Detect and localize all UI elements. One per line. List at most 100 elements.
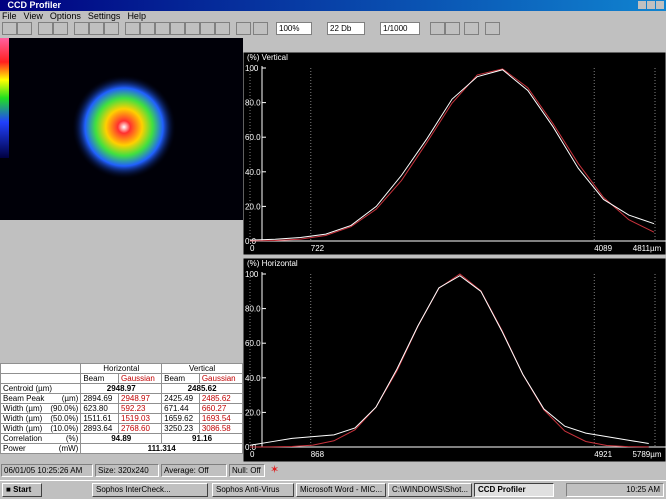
cell: 1511.61 xyxy=(81,414,119,424)
row-unit: (mW) xyxy=(59,444,79,453)
status-field: Null: Off xyxy=(229,464,265,477)
cell: 3086.58 xyxy=(199,424,242,434)
row-label: Width (µm) xyxy=(3,414,42,423)
zoom-select[interactable]: 100% xyxy=(276,22,312,35)
y-tick-label: 80.0 xyxy=(245,99,261,108)
cell: 2425.49 xyxy=(162,394,200,404)
y-tick-label: 40.0 xyxy=(245,168,261,177)
cell: 592.23 xyxy=(119,404,162,414)
plot-panel xyxy=(243,52,666,255)
x-tick-label: 722 xyxy=(311,244,325,253)
clock: 10:25 AM xyxy=(626,485,660,494)
tool-button[interactable] xyxy=(445,22,460,35)
tool-button[interactable] xyxy=(53,22,68,35)
tool-button[interactable] xyxy=(74,22,89,35)
tool-button[interactable] xyxy=(215,22,230,35)
menu-item[interactable]: View xyxy=(24,11,43,21)
menu-item[interactable]: Options xyxy=(50,11,81,21)
cell: 2485.62 xyxy=(162,384,243,394)
cell: 2948.97 xyxy=(81,384,162,394)
row-label: Power xyxy=(3,444,26,453)
tool-button[interactable] xyxy=(253,22,268,35)
menu-item[interactable]: File xyxy=(2,11,17,21)
window-title: CCD Profiler xyxy=(8,0,62,10)
row-label: Width (µm) xyxy=(3,424,42,433)
row-label: Width (µm) xyxy=(3,404,42,413)
row-unit: (%) xyxy=(66,434,78,443)
tool-button[interactable] xyxy=(38,22,53,35)
tool-button[interactable] xyxy=(464,22,479,35)
start-label: Start xyxy=(13,485,31,494)
start-button[interactable]: ■ Start xyxy=(2,483,42,497)
menu-bar: File View Options Settings Help xyxy=(2,11,153,21)
x-tick-label: 0 xyxy=(250,450,255,459)
tool-button[interactable] xyxy=(104,22,119,35)
tool-button[interactable] xyxy=(170,22,185,35)
x-tick-label: 0 xyxy=(250,244,255,253)
tool-button[interactable] xyxy=(155,22,170,35)
cell: 2768.60 xyxy=(119,424,162,434)
task-button[interactable]: Sophos InterCheck... xyxy=(92,483,208,497)
cell: 1693.54 xyxy=(199,414,242,424)
x-tick-label: 5789µm xyxy=(632,450,661,459)
plot-title: (%) Horizontal xyxy=(247,259,298,268)
cell: 2948.97 xyxy=(119,394,162,404)
tool-button[interactable] xyxy=(236,22,251,35)
row-label: Centroid xyxy=(3,384,33,393)
tool-button[interactable] xyxy=(185,22,200,35)
row-unit: (10.0%) xyxy=(50,424,78,433)
tray: 10:25 AM xyxy=(566,483,664,497)
group-head: Horizontal xyxy=(81,364,162,374)
y-tick-label: 80.0 xyxy=(245,305,261,314)
status-field: 06/01/05 10:25:26 AM xyxy=(1,464,93,477)
tool-button[interactable] xyxy=(89,22,104,35)
plot-title: (%) Vertical xyxy=(247,53,288,62)
window-buttons[interactable] xyxy=(638,1,664,10)
tool-button[interactable] xyxy=(2,22,17,35)
tool-button[interactable] xyxy=(125,22,140,35)
tool-button[interactable] xyxy=(17,22,32,35)
task-button[interactable]: Microsoft Word - MIC... xyxy=(296,483,386,497)
row-unit: (µm) xyxy=(35,384,52,393)
row-unit: (µm) xyxy=(62,394,79,403)
tool-button[interactable] xyxy=(485,22,500,35)
cell: 2894.69 xyxy=(81,394,119,404)
row-head: Beam Peak (µm) xyxy=(1,394,81,404)
exposure-select[interactable]: 1/1000 xyxy=(380,22,420,35)
subhead: Beam xyxy=(162,374,200,384)
group-head: Vertical xyxy=(162,364,243,374)
cell: 3250.23 xyxy=(162,424,200,434)
plot-panel xyxy=(243,258,666,462)
task-button[interactable]: CCD Profiler xyxy=(474,483,554,497)
tool-button[interactable] xyxy=(140,22,155,35)
cell: 94.89 xyxy=(81,434,162,444)
cell: 91.16 xyxy=(162,434,243,444)
x-tick-label: 4811µm xyxy=(633,244,662,253)
cell: 623.80 xyxy=(81,404,119,414)
cell: 2485.62 xyxy=(199,394,242,404)
x-tick-label: 4921 xyxy=(594,450,612,459)
task-button[interactable]: Sophos Anti-Virus xyxy=(212,483,294,497)
gain-select[interactable]: 22 Db xyxy=(327,22,365,35)
row-label: Correlation xyxy=(3,434,42,443)
subhead: Beam xyxy=(81,374,119,384)
tool-button[interactable] xyxy=(430,22,445,35)
row-unit: (50.0%) xyxy=(50,414,78,423)
menu-item[interactable]: Settings xyxy=(88,11,121,21)
y-tick-label: 40.0 xyxy=(245,374,261,383)
task-button[interactable]: C:\WINDOWS\Shot... xyxy=(388,483,472,497)
menu-item[interactable]: Help xyxy=(127,11,146,21)
beam-image xyxy=(0,38,243,220)
cell: 1659.62 xyxy=(162,414,200,424)
row-head: Width (µm)(90.0%) xyxy=(1,404,81,414)
y-tick-label: 20.0 xyxy=(245,408,261,417)
row-label: Beam Peak xyxy=(3,394,44,403)
x-tick-label: 4089 xyxy=(594,244,612,253)
cell: 671.44 xyxy=(162,404,200,414)
tool-button[interactable] xyxy=(200,22,215,35)
x-tick-label: 868 xyxy=(311,450,325,459)
